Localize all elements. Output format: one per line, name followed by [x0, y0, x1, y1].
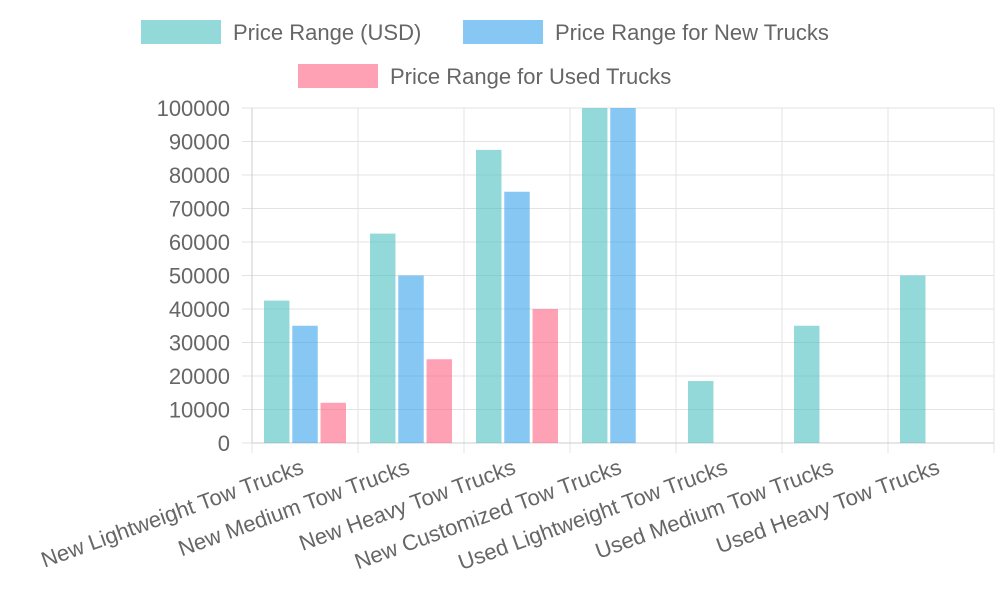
- bar-series-1-cat-2[interactable]: [504, 191, 530, 443]
- legend-swatch-0[interactable]: [141, 20, 221, 44]
- bar-series-2-cat-0[interactable]: [320, 402, 346, 443]
- bar-series-1-cat-3[interactable]: [610, 108, 636, 443]
- bar-series-1-cat-0[interactable]: [292, 325, 318, 443]
- y-axis-ticks: 0 10000 20000 30000 40000 50000 60000 70000 8000…: [157, 96, 230, 456]
- bar-series-2-cat-2[interactable]: [532, 309, 558, 443]
- y-tick-label: 50000: [169, 264, 230, 289]
- y-tick-label: 60000: [169, 230, 230, 255]
- legend-label-1[interactable]: Price Range for New Trucks: [555, 20, 829, 45]
- y-tick-label: 20000: [169, 364, 230, 389]
- legend-label-2[interactable]: Price Range for Used Trucks: [390, 64, 671, 89]
- y-tick-label: 100000: [157, 96, 230, 121]
- bar-series-0-cat-2[interactable]: [476, 149, 502, 443]
- bar-series-1-cat-1[interactable]: [398, 275, 424, 444]
- y-tick-label: 0: [218, 431, 230, 456]
- legend-swatch-2[interactable]: [298, 64, 378, 88]
- bar-series-0-cat-4[interactable]: [688, 381, 714, 443]
- legend-swatch-1[interactable]: [463, 20, 543, 44]
- y-tick-label: 10000: [169, 398, 230, 423]
- y-tick-label: 90000: [169, 130, 230, 155]
- bar-series-0-cat-3[interactable]: [582, 108, 608, 443]
- y-tick-label: 30000: [169, 331, 230, 356]
- bar-series-0-cat-0[interactable]: [264, 300, 290, 443]
- y-tick-label: 70000: [169, 197, 230, 222]
- bar-series-0-cat-6[interactable]: [900, 275, 926, 444]
- bar-series-2-cat-1[interactable]: [426, 359, 452, 443]
- legend-label-0[interactable]: Price Range (USD): [233, 20, 421, 45]
- legend: Price Range (USD) Price Range for New Tru…: [141, 20, 829, 89]
- y-tick-label: 80000: [169, 163, 230, 188]
- bar-series-0-cat-5[interactable]: [794, 325, 820, 443]
- y-tick-label: 40000: [169, 297, 230, 322]
- bar-series-0-cat-1[interactable]: [370, 233, 396, 443]
- bars: [264, 108, 926, 444]
